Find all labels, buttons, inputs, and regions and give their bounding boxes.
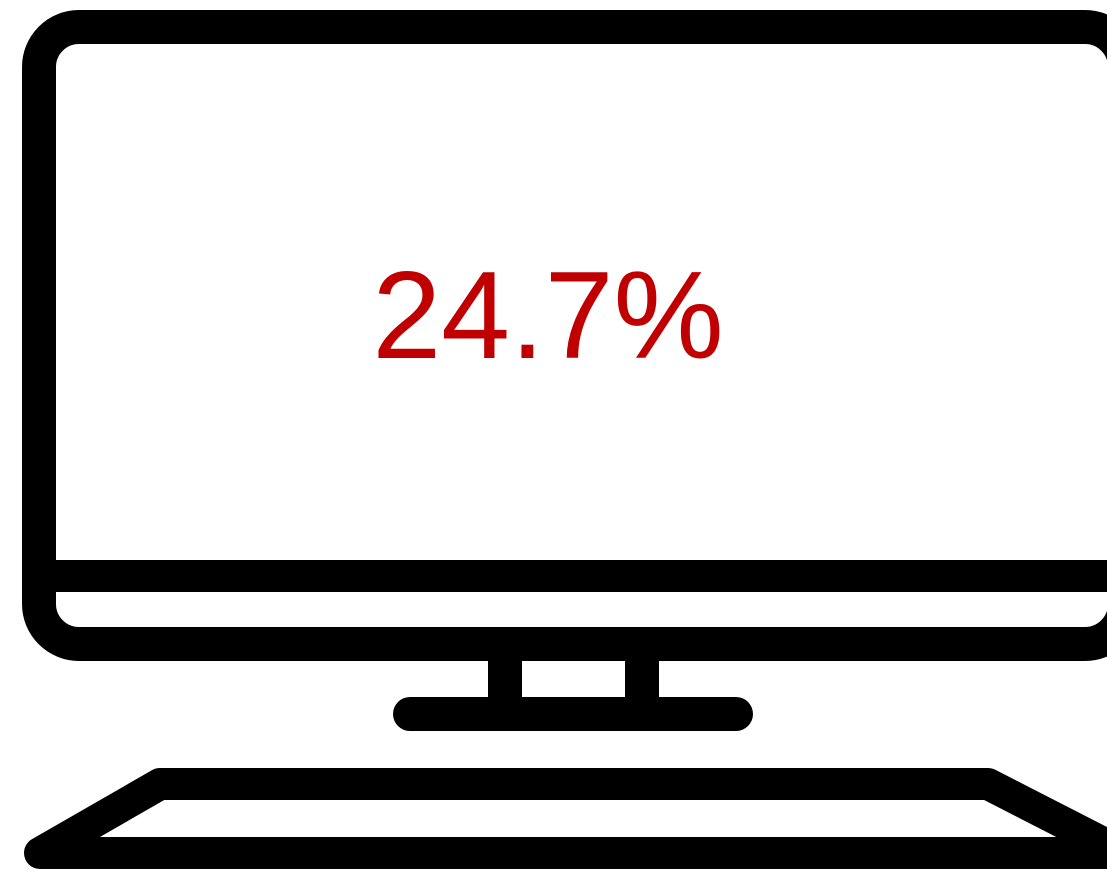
- monitor-frame: [22, 10, 1107, 661]
- stand-left: [488, 655, 522, 703]
- stat-value: 24.7%: [372, 247, 724, 385]
- stand-right: [625, 655, 659, 703]
- keyboard: [24, 768, 1107, 869]
